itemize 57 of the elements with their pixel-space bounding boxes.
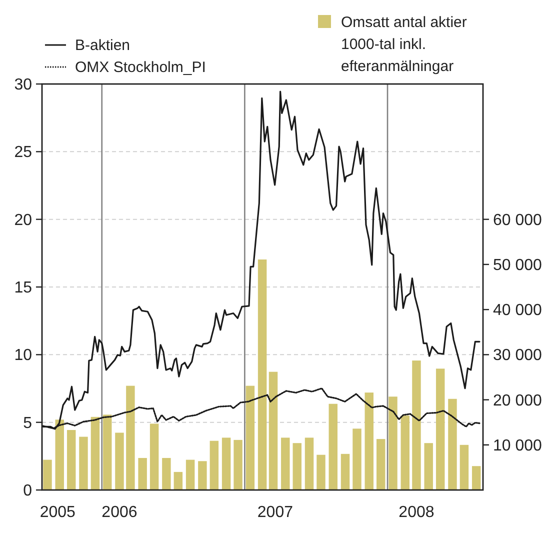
y-tick-label: 0 xyxy=(23,482,32,500)
y2-tick-label: 60 000 xyxy=(493,212,542,229)
bar xyxy=(340,454,350,490)
y-tick-label: 25 xyxy=(14,144,32,162)
bar xyxy=(376,439,386,490)
bar xyxy=(268,372,278,490)
bar xyxy=(55,420,64,490)
x-tick-label: 2007 xyxy=(257,504,294,521)
bar xyxy=(198,461,207,490)
bar xyxy=(102,414,112,490)
bar xyxy=(90,416,100,490)
bar xyxy=(150,424,159,490)
bar xyxy=(304,438,314,490)
bar xyxy=(246,386,255,490)
bar xyxy=(448,398,457,490)
bar xyxy=(186,460,195,490)
y2-tick-label: 50 000 xyxy=(493,256,542,274)
bar xyxy=(472,466,481,490)
bar xyxy=(328,404,338,490)
bar xyxy=(364,392,374,490)
bar xyxy=(174,472,183,490)
y-tick-label: 15 xyxy=(14,280,32,296)
x-tick-label: 2008 xyxy=(398,504,434,521)
y2-tick-label: 30 000 xyxy=(493,347,542,364)
bar xyxy=(234,440,242,490)
bar xyxy=(436,368,445,490)
bar xyxy=(162,458,171,490)
bar xyxy=(126,386,135,490)
bar xyxy=(138,458,147,490)
bar xyxy=(400,416,410,490)
y2-tick-label: 40 000 xyxy=(493,302,542,320)
bar xyxy=(352,428,362,490)
bar xyxy=(222,438,231,490)
y2-tick-label: 20 000 xyxy=(493,392,542,410)
bar xyxy=(460,444,469,490)
bar xyxy=(43,460,52,490)
x-tick-label: 2005 xyxy=(40,504,76,521)
y-tick-label: 20 xyxy=(14,212,32,229)
bar xyxy=(258,259,267,490)
bar xyxy=(316,454,326,490)
y2-tick-label: 10 000 xyxy=(493,437,542,454)
bar xyxy=(210,440,219,490)
bar xyxy=(292,443,302,490)
bar xyxy=(281,438,290,490)
bar xyxy=(412,360,421,490)
x-tick-label: 2006 xyxy=(102,504,138,521)
legend-label: B-aktien xyxy=(75,37,130,54)
y-tick-label: 30 xyxy=(14,76,32,94)
bar xyxy=(115,432,124,490)
legend-label: Omsatt antal aktier 1000-tal inkl. efteranmälningar xyxy=(341,14,467,75)
y-tick-label: 10 xyxy=(14,347,32,364)
bar xyxy=(388,396,398,490)
bar xyxy=(424,443,433,490)
y-tick-label: 5 xyxy=(23,414,32,432)
bar xyxy=(79,436,88,490)
legend-label: OMX Stockholm_PI xyxy=(75,59,206,76)
bar xyxy=(66,430,76,490)
